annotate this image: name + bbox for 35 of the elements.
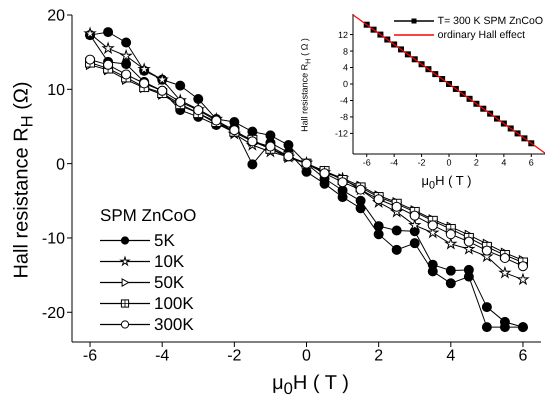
y-tick-label: 0 [342, 79, 348, 90]
y-tick-label: -12 [334, 128, 348, 139]
y-tick-label: -4 [340, 96, 348, 106]
y-tick-label: -20 [42, 304, 66, 322]
legend-label: T= 300 K SPM ZnCoO [438, 14, 543, 28]
x-tick-label: -4 [155, 347, 170, 364]
y-tick-label: 10 [47, 82, 66, 99]
x-tick-label: 0 [446, 157, 452, 168]
legend-label: 50K [154, 272, 184, 293]
y-tick-label: 8 [342, 46, 348, 56]
x-tick-label: 0 [302, 347, 312, 364]
y-tick-label: 12 [338, 30, 348, 40]
x-tick-label: 4 [501, 157, 506, 168]
x-tick-label: 4 [446, 347, 456, 364]
legend-label: 5K [154, 230, 175, 251]
x-tick-label: -2 [227, 347, 242, 364]
legend-label: 300K [154, 314, 194, 335]
x-tick-label: -4 [390, 157, 398, 168]
y-tick-label: 20 [47, 8, 66, 25]
x-tick-label: -2 [418, 157, 426, 168]
x-tick-label: 2 [374, 347, 384, 364]
x-tick-label: 2 [474, 157, 479, 168]
y-tick-label: -8 [340, 112, 348, 122]
x-tick-label: 6 [518, 347, 528, 364]
legend-title: SPM ZnCoO [100, 205, 196, 226]
y-tick-label: 4 [342, 62, 348, 73]
legend-label: 100K [154, 293, 194, 314]
x-tick-label: -6 [82, 347, 98, 364]
legend-label: ordinary Hall effect [438, 28, 526, 42]
y-tick-label: -10 [42, 230, 66, 248]
x-tick-label: -6 [362, 157, 371, 168]
x-tick-label: 6 [528, 157, 534, 168]
x-axis-title: μ$_{0}$H ( T ) [420, 173, 472, 192]
legend-label: 10K [154, 251, 184, 272]
x-axis-title: μ$_{0}$H ( T ) [271, 372, 350, 399]
